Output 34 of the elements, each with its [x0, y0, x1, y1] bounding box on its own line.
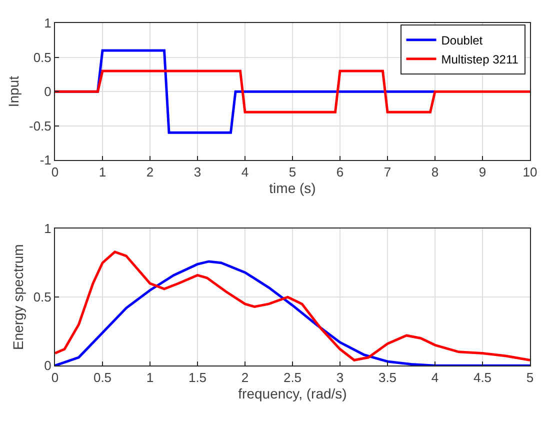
x-tick-label: 1 [146, 370, 154, 386]
x-tick-label: 10 [522, 164, 538, 180]
x-tick-label: 8 [431, 164, 439, 180]
legend-label: Doublet [441, 34, 484, 48]
x-tick-label: 7 [384, 164, 392, 180]
y-tick-label: 0.5 [33, 50, 52, 65]
x-tick-label: 3 [194, 164, 202, 180]
y-axis-title: Input [6, 76, 22, 108]
x-axis-title: frequency, (rad/s) [238, 386, 347, 402]
x-tick-label: 4 [241, 164, 249, 180]
x-tick-label: 2 [241, 370, 249, 386]
y-tick-label: 1 [44, 16, 52, 31]
x-tick-label: 1 [98, 164, 106, 180]
x-tick-label: 3 [336, 370, 344, 386]
x-tick-label: 9 [478, 164, 486, 180]
x-tick-label: 4.5 [473, 370, 492, 386]
x-tick-label: 3.5 [378, 370, 397, 386]
x-tick-label: 0.5 [93, 370, 112, 386]
y-tick-label: 0 [44, 358, 52, 374]
y-tick-label: 0.5 [33, 290, 52, 305]
y-tick-label: -1 [40, 152, 52, 168]
x-tick-label: 2 [146, 164, 154, 180]
y-axis-title: Energy spectrum [10, 244, 26, 350]
y-tick-label: -0.5 [28, 118, 52, 134]
legend-label: Multistep 3211 [441, 52, 519, 67]
x-tick-label: 4 [431, 370, 439, 386]
x-tick-label: 6 [336, 164, 344, 180]
y-tick-label: 0 [44, 84, 52, 100]
x-tick-label: 5 [526, 370, 534, 386]
x-tick-label: 1.5 [188, 370, 207, 386]
x-axis-title: time (s) [269, 180, 316, 196]
x-tick-label: 2.5 [283, 370, 302, 386]
x-tick-label: 5 [288, 164, 296, 180]
y-tick-label: 1 [44, 221, 52, 236]
